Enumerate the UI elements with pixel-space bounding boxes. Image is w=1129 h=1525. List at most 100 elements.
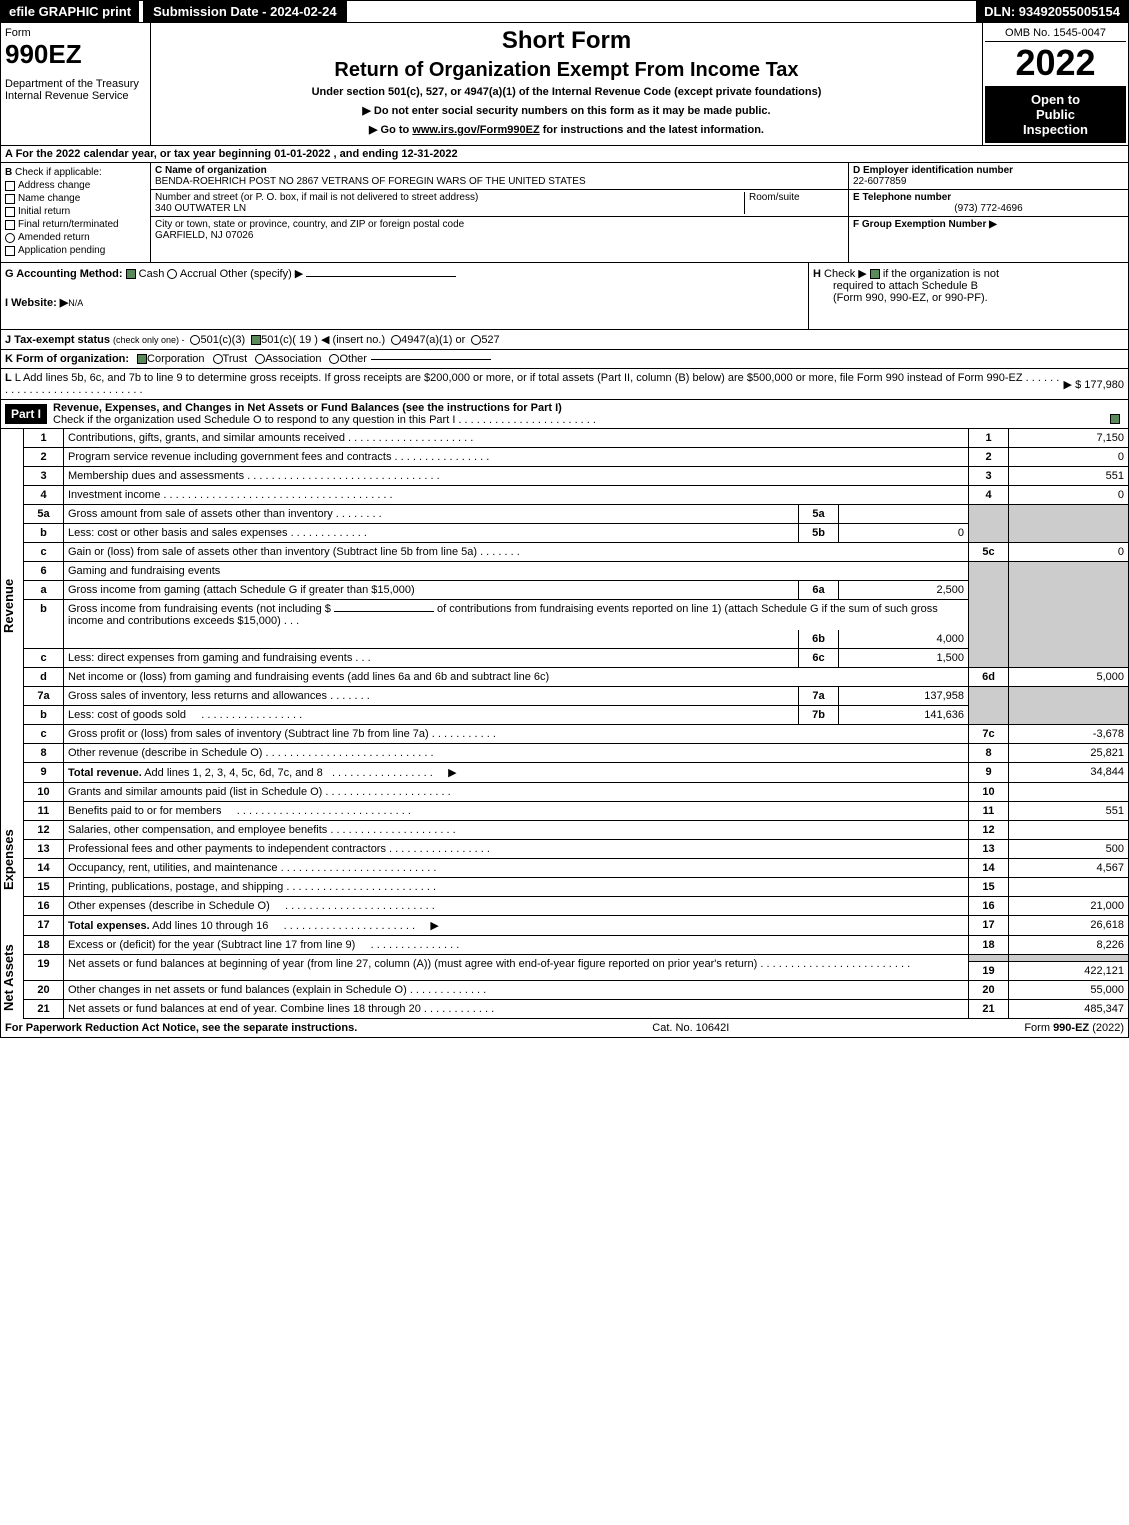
line11-ln: 11 <box>969 802 1009 821</box>
line14-num: 14 <box>24 859 64 878</box>
line21-ln: 21 <box>969 1000 1009 1019</box>
revenue-side-label: Revenue <box>1 429 23 783</box>
open-line3: Inspection <box>989 122 1122 137</box>
checkbox-final-return[interactable] <box>5 220 15 230</box>
radio-trust[interactable] <box>213 354 223 364</box>
revenue-section: Revenue 1 Contributions, gifts, grants, a… <box>0 429 1129 783</box>
line17-ln: 17 <box>969 916 1009 936</box>
line4-ln: 4 <box>969 486 1009 505</box>
line14-desc: Occupancy, rent, utilities, and maintena… <box>68 862 278 874</box>
tax-year: 2022 <box>985 42 1126 84</box>
line13-val: 500 <box>1009 840 1129 859</box>
h-text4: (Form 990, 990-EZ, or 990-PF). <box>833 292 988 304</box>
checkbox-corporation[interactable] <box>137 354 147 364</box>
line18-val: 8,226 <box>1009 936 1129 955</box>
line12-num: 12 <box>24 821 64 840</box>
other-label: Other (specify) ▶ <box>220 268 304 280</box>
line6a-mid: 6a <box>799 581 839 600</box>
line7b-mid: 7b <box>799 706 839 725</box>
line4-num: 4 <box>24 486 64 505</box>
footer-right: Form 990-EZ (2022) <box>1024 1022 1124 1034</box>
line18-num: 18 <box>24 936 64 955</box>
line20-val: 55,000 <box>1009 981 1129 1000</box>
radio-4947[interactable] <box>391 335 401 345</box>
line5b-midval: 0 <box>839 524 969 543</box>
checkbox-schedule-b[interactable] <box>870 269 880 279</box>
line8-val: 25,821 <box>1009 744 1129 763</box>
line15-num: 15 <box>24 878 64 897</box>
other-specify-input[interactable] <box>306 276 456 277</box>
checkbox-address-change[interactable] <box>5 181 15 191</box>
line7a-num: 7a <box>24 687 64 706</box>
g-label: G Accounting Method: <box>5 268 123 280</box>
line6d-num: d <box>24 668 64 687</box>
checkbox-501c[interactable] <box>251 335 261 345</box>
radio-501c3[interactable] <box>190 335 200 345</box>
amended-return-label: Amended return <box>18 232 90 243</box>
subtitle: Under section 501(c), 527, or 4947(a)(1)… <box>155 86 978 98</box>
line13-ln: 13 <box>969 840 1009 859</box>
line3-val: 551 <box>1009 467 1129 486</box>
line6b-midval: 4,000 <box>839 630 969 649</box>
form-header: Form 990EZ Department of the Treasury In… <box>0 23 1129 146</box>
accrual-label: Accrual <box>180 268 217 280</box>
form-label: Form <box>5 27 146 39</box>
radio-association[interactable] <box>255 354 265 364</box>
checkbox-schedule-o[interactable] <box>1110 414 1120 424</box>
room-suite-label: Room/suite <box>744 192 844 214</box>
open-to-public: Open to Public Inspection <box>985 86 1126 143</box>
instruction-1: ▶ Do not enter social security numbers o… <box>155 104 978 117</box>
line19-ln: 19 <box>969 962 1009 981</box>
line6d-val: 5,000 <box>1009 668 1129 687</box>
top-bar: efile GRAPHIC print Submission Date - 20… <box>0 0 1129 23</box>
radio-amended-return[interactable] <box>5 233 15 243</box>
line17-val: 26,618 <box>1009 916 1129 936</box>
line21-num: 21 <box>24 1000 64 1019</box>
efile-button[interactable]: efile GRAPHIC print <box>1 1 139 22</box>
line1-ln: 1 <box>969 429 1009 448</box>
checkbox-initial-return[interactable] <box>5 207 15 217</box>
line7a-desc: Gross sales of inventory, less returns a… <box>68 690 327 702</box>
checkbox-application-pending[interactable] <box>5 246 15 256</box>
radio-accrual[interactable] <box>167 269 177 279</box>
line6c-num: c <box>24 649 64 668</box>
short-form-title: Short Form <box>155 27 978 55</box>
line1-val: 7,150 <box>1009 429 1129 448</box>
opt-527: 527 <box>481 334 499 346</box>
contributions-input[interactable] <box>334 611 434 612</box>
instruction-2: ▶ Go to www.irs.gov/Form990EZ for instru… <box>155 123 978 136</box>
opt-501c: 501(c)( 19 ) ◀ (insert no.) <box>261 333 385 346</box>
final-return-label: Final return/terminated <box>18 219 119 230</box>
revenue-table: 1 Contributions, gifts, grants, and simil… <box>23 429 1129 783</box>
line5a-midval <box>839 505 969 524</box>
line5b-desc: Less: cost or other basis and sales expe… <box>68 527 288 539</box>
line13-desc: Professional fees and other payments to … <box>68 843 386 855</box>
radio-other[interactable] <box>329 354 339 364</box>
line14-ln: 14 <box>969 859 1009 878</box>
line4-val: 0 <box>1009 486 1129 505</box>
radio-527[interactable] <box>471 335 481 345</box>
other-org-input[interactable] <box>371 359 491 360</box>
part1-header: Part I Revenue, Expenses, and Changes in… <box>0 400 1129 429</box>
org-name: BENDA-ROEHRICH POST NO 2867 VETRANS OF F… <box>155 176 586 187</box>
netassets-side-label: Net Assets <box>1 936 23 1019</box>
line5c-val: 0 <box>1009 543 1129 562</box>
line13-num: 13 <box>24 840 64 859</box>
section-def: D Employer identification number 22-6077… <box>848 163 1128 262</box>
main-title: Return of Organization Exempt From Incom… <box>155 59 978 82</box>
check-applicable-label: Check if applicable: <box>15 167 102 178</box>
line6b-mid: 6b <box>799 630 839 649</box>
line3-num: 3 <box>24 467 64 486</box>
line19-desc: Net assets or fund balances at beginning… <box>68 958 757 970</box>
line16-num: 16 <box>24 897 64 916</box>
name-change-label: Name change <box>18 193 80 204</box>
opt-other: Other <box>339 353 367 365</box>
line2-ln: 2 <box>969 448 1009 467</box>
checkbox-cash[interactable] <box>126 269 136 279</box>
line1-desc: Contributions, gifts, grants, and simila… <box>68 432 345 444</box>
line2-val: 0 <box>1009 448 1129 467</box>
checkbox-name-change[interactable] <box>5 194 15 204</box>
irs-link[interactable]: www.irs.gov/Form990EZ <box>412 124 539 136</box>
i-label: I Website: ▶ <box>5 297 68 309</box>
h-text2: if the organization is not <box>883 268 999 280</box>
